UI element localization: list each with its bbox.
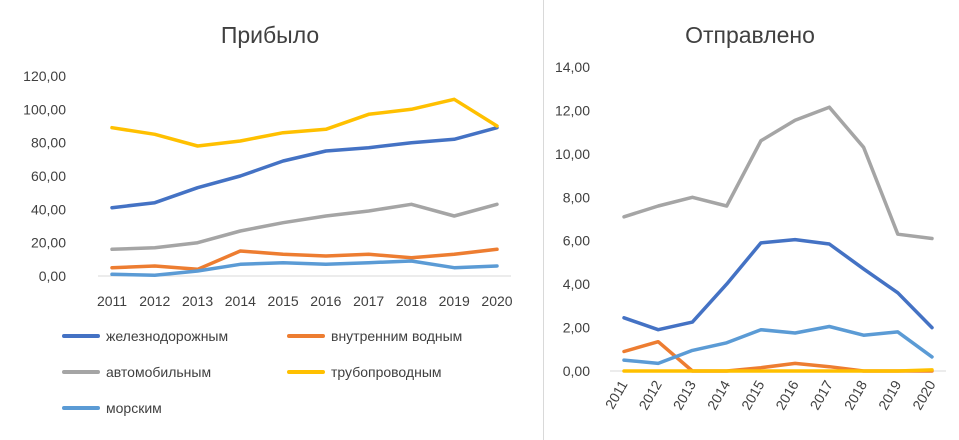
legend: железнодорожным внутренним водным автомоби… (62, 328, 532, 428)
x-tick-label: 2016 (310, 293, 341, 309)
x-tick-label: 2016 (772, 377, 802, 412)
y-tick-label: 20,00 (31, 235, 66, 251)
series-line (110, 202, 499, 252)
y-tick-label: 80,00 (31, 135, 66, 151)
series-line (110, 247, 499, 272)
series-line (110, 97, 499, 148)
series-line (622, 105, 934, 241)
y-tick-label: 6,00 (563, 233, 590, 249)
legend-swatch (287, 370, 325, 374)
y-tick-label: 40,00 (31, 201, 66, 217)
legend-swatch (62, 370, 100, 374)
y-tick-label: 120,00 (23, 68, 66, 84)
legend-label: внутренним водным (331, 328, 463, 344)
x-tick-label: 2020 (481, 293, 512, 309)
series-line (622, 339, 934, 373)
series-line (110, 125, 499, 210)
x-tick-label: 2011 (97, 293, 127, 309)
legend-label: трубопроводным (331, 364, 442, 380)
x-tick-label: 2013 (182, 293, 213, 309)
y-tick-label: 14,00 (555, 59, 590, 75)
series-line (110, 259, 499, 277)
chart-title: Отправлено (685, 22, 815, 48)
x-tick-label: 2014 (225, 293, 256, 309)
x-tick-label: 2020 (909, 377, 939, 412)
y-tick-label: 0,00 (563, 363, 590, 379)
x-tick-label: 2012 (635, 377, 665, 412)
chart-divider (543, 0, 544, 440)
y-tick-label: 4,00 (563, 276, 590, 292)
legend-item: трубопроводным (287, 364, 442, 380)
legend-item: автомобильным (62, 364, 211, 380)
x-tick-label: 2019 (875, 377, 905, 412)
series-line (622, 237, 934, 332)
x-tick-label: 2018 (396, 293, 427, 309)
series-line (622, 368, 934, 373)
legend-swatch (62, 334, 100, 338)
chart-title: Прибыло (221, 22, 319, 48)
legend-item: морским (62, 400, 162, 416)
x-tick-label: 2011 (602, 377, 631, 411)
legend-item: железнодорожным (62, 328, 228, 344)
y-tick-label: 12,00 (555, 102, 590, 118)
y-tick-label: 8,00 (563, 189, 590, 205)
series-line (622, 324, 934, 366)
y-tick-label: 0,00 (39, 268, 66, 284)
legend-item: внутренним водным (287, 328, 462, 344)
y-tick-label: 100,00 (23, 101, 66, 117)
legend-label: автомобильным (106, 364, 212, 380)
x-tick-label: 2014 (704, 377, 734, 412)
x-tick-label: 2013 (670, 377, 700, 412)
legend-swatch (62, 406, 100, 410)
y-tick-label: 60,00 (31, 168, 66, 184)
legend-label: железнодорожным (106, 328, 229, 344)
x-tick-label: 2015 (738, 377, 768, 412)
x-tick-label: 2019 (439, 293, 470, 309)
x-tick-label: 2012 (139, 293, 170, 309)
x-tick-label: 2018 (841, 377, 871, 412)
legend-label: морским (106, 400, 162, 416)
x-tick-label: 2015 (268, 293, 299, 309)
x-tick-label: 2017 (806, 377, 836, 412)
y-tick-label: 10,00 (555, 146, 590, 162)
x-tick-label: 2017 (353, 293, 384, 309)
y-tick-label: 2,00 (563, 320, 590, 336)
legend-swatch (287, 334, 325, 338)
